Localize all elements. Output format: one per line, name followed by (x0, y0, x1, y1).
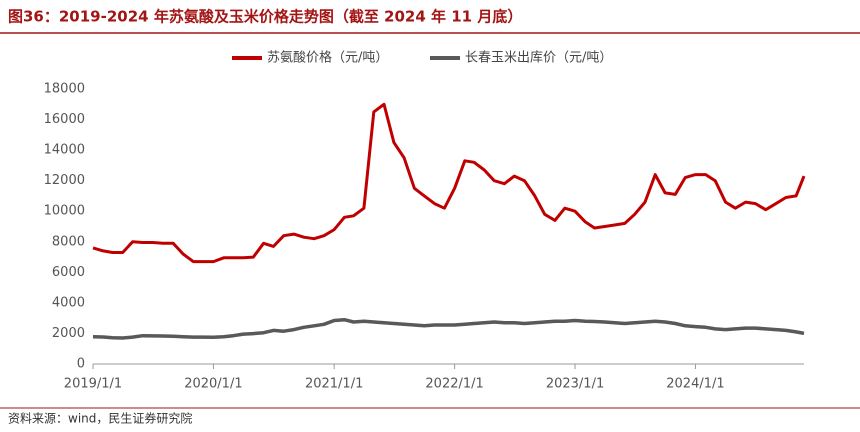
y-tick-label: 18000 (44, 82, 85, 97)
x-tick-label: 2020/1/1 (184, 377, 242, 392)
series-line (92, 317, 805, 340)
y-tick-label: 14000 (44, 143, 85, 158)
source-note: 资料来源：wind，民生证券研究院 (8, 411, 192, 426)
x-tick-label: 2022/1/1 (425, 377, 483, 392)
y-tick-label: 4000 (52, 295, 85, 310)
x-tick-label: 2019/1/1 (64, 377, 122, 392)
legend-label: 苏氨酸价格（元/吨） (267, 50, 388, 66)
legend-label: 长春玉米出库价（元/吨） (465, 50, 612, 66)
y-tick-label: 16000 (44, 112, 85, 127)
x-tick-label: 2024/1/1 (666, 377, 724, 392)
series-line (92, 102, 806, 264)
y-tick-label: 6000 (52, 265, 85, 280)
y-tick-label: 8000 (52, 234, 85, 249)
y-tick-label: 12000 (44, 173, 85, 188)
x-tick-label: 2023/1/1 (546, 377, 604, 392)
chart-title: 图36：2019-2024 年苏氨酸及玉米价格走势图（截至 2024 年 11 … (8, 8, 522, 26)
y-tick-label: 0 (77, 357, 85, 372)
y-tick-label: 10000 (44, 204, 85, 219)
y-tick-label: 2000 (52, 326, 85, 341)
x-tick-label: 2021/1/1 (305, 377, 363, 392)
